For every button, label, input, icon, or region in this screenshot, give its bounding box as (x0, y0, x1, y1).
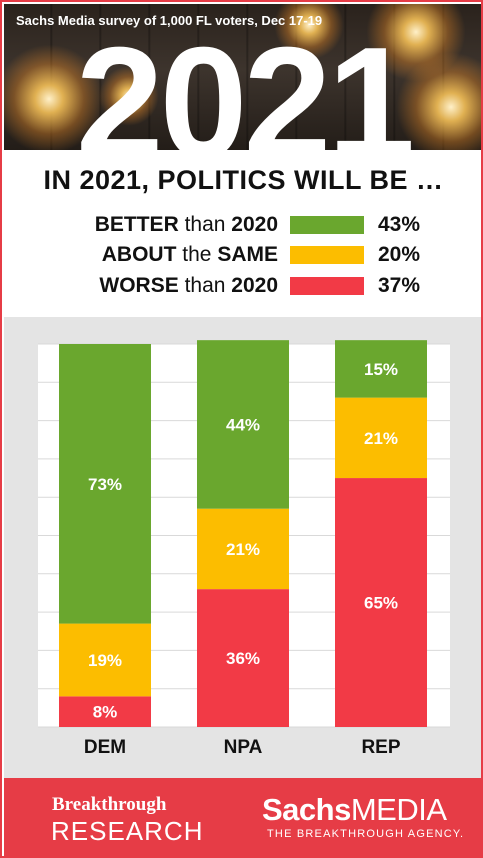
banner: Sachs Media survey of 1,000 FL voters, D… (4, 4, 481, 150)
legend-label: WORSE than 2020 (99, 274, 278, 297)
firework-sparkle (99, 66, 159, 126)
data-label: 65% (364, 594, 398, 613)
stacked-bar-chart: 8% 19% 73% 36% 21% 44% 65% 21% 15% (38, 340, 450, 728)
breakthrough-research-logo-line1: Breakthrough (52, 794, 167, 815)
data-label: 44% (226, 415, 260, 434)
survey-caption: Sachs Media survey of 1,000 FL voters, D… (16, 13, 323, 28)
legend-swatch-yellow (290, 246, 364, 264)
firework-sparkle (274, 4, 344, 60)
bar-npa-better-than-2020 (197, 340, 289, 509)
legend-row-better: BETTER than 2020 43% (2, 212, 481, 238)
data-label: 15% (364, 360, 398, 379)
breakthrough-research-logo-line2: RESEARCH (51, 816, 204, 846)
firework-sparkle (4, 44, 104, 150)
category-label-npa: NPA (223, 737, 263, 758)
bar-npa-about-the-same (197, 508, 289, 590)
banner-year: 2021 (75, 15, 415, 150)
bar-dem-better-than-2020 (59, 344, 151, 624)
bar-npa-worse-than-2020 (197, 589, 289, 727)
legend-row-worse: WORSE than 2020 37% (2, 273, 481, 299)
bar-dem-about-the-same (59, 623, 151, 697)
headline: IN 2021, POLITICS WILL BE … (43, 165, 444, 195)
legend-swatch-red (290, 277, 364, 295)
data-label: 21% (226, 540, 260, 559)
firework-sparkle (396, 52, 481, 150)
legend-value: 20% (378, 243, 421, 266)
bar-rep-worse-than-2020 (335, 478, 427, 727)
footer: Breakthrough RESEARCH SachsMEDIA THE BRE… (4, 778, 481, 856)
legend-label: ABOUT the SAME (101, 243, 278, 266)
category-label-dem: DEM (83, 737, 127, 758)
sachs-media-tagline: THE BREAKTHROUGH AGENCY. (267, 828, 465, 840)
data-label: 73% (88, 475, 122, 494)
data-label: 19% (88, 651, 122, 670)
legend-value: 37% (378, 274, 421, 297)
legend-row-same: ABOUT the SAME 20% (2, 242, 481, 268)
data-label: 21% (364, 429, 398, 448)
data-label: 8% (93, 703, 118, 722)
category-label-rep: REP (361, 737, 401, 758)
bar-dem-worse-than-2020 (59, 696, 151, 727)
legend-label: BETTER than 2020 (94, 213, 278, 236)
bar-rep-about-the-same (335, 397, 427, 479)
legend-swatch-green (290, 216, 364, 234)
legend-value: 43% (378, 213, 421, 236)
sachs-media-logo: SachsMEDIA (262, 792, 447, 827)
bar-rep-better-than-2020 (335, 340, 427, 398)
data-label: 36% (226, 649, 260, 668)
chart-panel: 8% 19% 73% 36% 21% 44% 65% 21% 15% DEM NPA REP (4, 317, 481, 778)
